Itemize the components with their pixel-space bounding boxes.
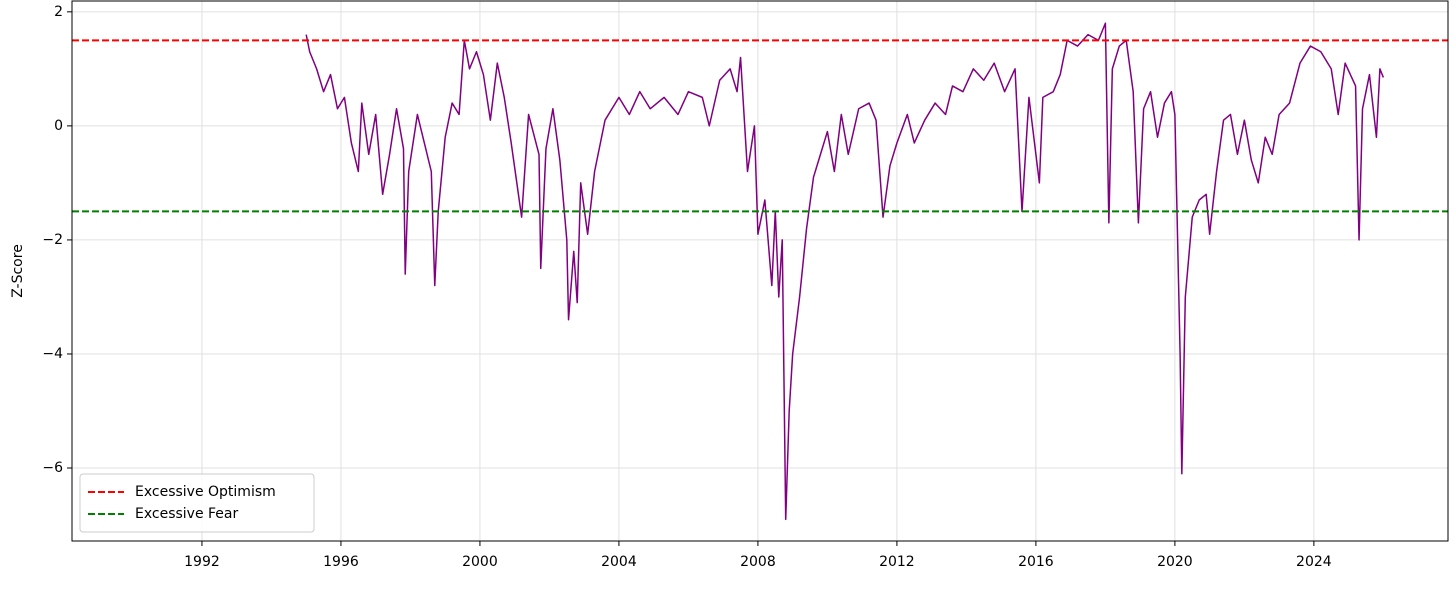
x-tick-label: 2020 (1157, 554, 1193, 570)
legend-label: Excessive Optimism (135, 484, 276, 500)
legend-box (79, 473, 315, 533)
x-tick-label: 1992 (184, 554, 220, 570)
y-tick-label: 0 (54, 118, 63, 134)
plot-frame (71, 0, 1449, 542)
y-tick-label: −6 (42, 460, 63, 476)
legend-label: Excessive Fear (135, 506, 239, 522)
x-tick-label: 2012 (879, 554, 915, 570)
x-tick-label: 2008 (740, 554, 776, 570)
x-tick-label: 2000 (462, 554, 498, 570)
x-tick-label: 2024 (1296, 554, 1332, 570)
y-tick-label: −2 (42, 232, 63, 248)
data-line (305, 22, 1385, 521)
y-tick-label: 2 (54, 4, 63, 20)
x-tick-label: 2016 (1018, 554, 1054, 570)
x-tick-label: 1996 (323, 554, 359, 570)
y-axis-label: Z-Score (10, 244, 26, 298)
y-tick-label: −4 (42, 346, 63, 362)
x-tick-label: 2004 (601, 554, 637, 570)
